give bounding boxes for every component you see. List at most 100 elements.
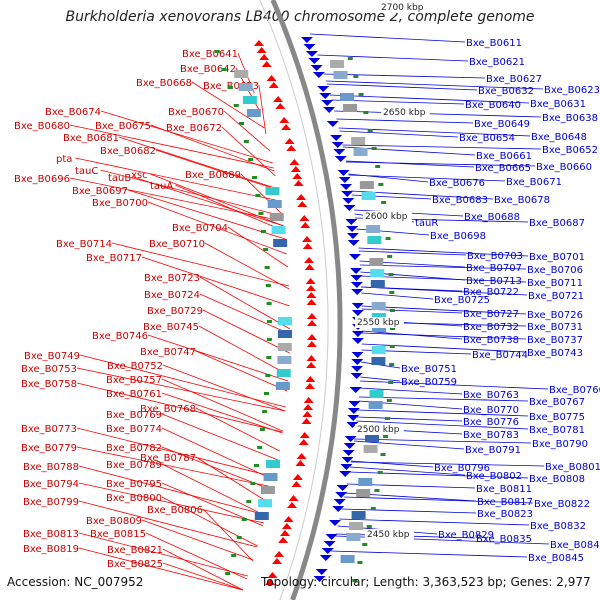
forward-strand-gene — [351, 303, 364, 309]
left-gene-connector — [118, 136, 279, 190]
reverse-strand-gene — [288, 495, 299, 501]
left-gene-connector — [150, 173, 284, 227]
left-gene-label: Bxe_B0773 — [21, 424, 77, 435]
forward-strand-gene — [319, 93, 332, 99]
left-gene-label: Bxe_B0696 — [14, 174, 70, 185]
feature-block — [257, 499, 272, 507]
left-gene-connector — [78, 500, 258, 548]
forward-strand-gene — [312, 72, 325, 78]
feature-block — [330, 60, 345, 68]
reverse-strand-gene — [281, 124, 292, 130]
reverse-strand-gene — [298, 439, 309, 445]
reverse-strand-gene — [256, 47, 267, 53]
left-gene-connector — [198, 325, 289, 376]
reverse-strand-gene — [296, 194, 307, 200]
right-gene-label: Bxe_B0631 — [530, 99, 586, 110]
forward-strand-gene — [351, 352, 364, 358]
right-gene-connector — [361, 332, 527, 340]
left-gene-label: Bxe_B0782 — [106, 443, 162, 454]
left-gene-connector — [76, 382, 283, 433]
left-gene-connector — [162, 548, 244, 591]
right-gene-label: Bxe_B0845 — [528, 553, 584, 564]
forward-strand-gene — [351, 310, 364, 316]
right-gene-connector — [336, 118, 474, 124]
forward-strand-gene — [336, 485, 349, 491]
left-gene-label: Bxe_B0704 — [172, 223, 228, 234]
tick-mark — [221, 68, 227, 71]
right-gene-label: Bxe_B0665 — [475, 163, 531, 174]
feature-block — [340, 555, 355, 563]
right-gene-label: Bxe_B0760 — [549, 385, 600, 396]
tick-mark — [266, 338, 272, 341]
tick-mark — [255, 194, 261, 197]
left-gene-connector — [147, 334, 289, 382]
reverse-strand-gene — [280, 530, 291, 536]
reverse-strand-gene — [286, 145, 297, 151]
tick-mark — [236, 536, 242, 539]
forward-strand-gene — [346, 422, 359, 428]
forward-strand-gene — [350, 275, 363, 281]
reverse-strand-gene — [267, 572, 278, 578]
tick-mark — [352, 579, 358, 582]
reverse-strand-gene — [305, 376, 316, 382]
forward-strand-gene — [347, 415, 360, 421]
right-gene-label: Bxe_B0801 — [545, 462, 600, 473]
left-gene-label: Bxe_B0675 — [95, 121, 151, 132]
left-gene-label: xsc — [131, 170, 148, 181]
reverse-strand-gene — [306, 355, 317, 361]
tick-mark — [248, 158, 254, 161]
tick-mark — [375, 165, 381, 168]
right-gene-connector — [346, 161, 536, 167]
forward-strand-gene — [339, 471, 352, 477]
left-gene-connector — [162, 562, 244, 591]
feature-block — [234, 70, 249, 78]
forward-strand-gene — [321, 100, 334, 106]
forward-strand-gene — [317, 86, 330, 92]
right-gene-label: Bxe_B0713 — [466, 276, 522, 287]
kbp-label-bg — [355, 317, 404, 328]
feature-block — [263, 473, 278, 481]
tick-mark — [389, 327, 395, 330]
right-gene-label: Bxe_B0632 — [478, 86, 534, 97]
tick-mark — [374, 489, 380, 492]
right-gene-connector — [353, 440, 465, 450]
left-gene-label: Bxe_B0745 — [143, 322, 199, 333]
right-gene-label: Bxe_B0671 — [506, 177, 562, 188]
left-gene-label: Bxe_B0774 — [106, 424, 162, 435]
feature-block — [363, 445, 378, 453]
right-gene-label: Bxe_B0767 — [529, 397, 585, 408]
tick-mark — [377, 471, 383, 474]
feature-block — [343, 104, 358, 112]
right-gene-connector — [339, 518, 530, 526]
left-gene-label: Bxe_B0670 — [168, 107, 224, 118]
left-gene-connector — [175, 184, 285, 232]
right-gene-label: Bxe_B0751 — [401, 364, 457, 375]
right-gene-connector — [356, 416, 463, 422]
kbp-scale-label: 2550 kbp — [357, 318, 400, 328]
feature-block — [371, 302, 386, 310]
right-gene-connector — [359, 264, 527, 270]
reverse-strand-gene — [306, 320, 317, 326]
forward-strand-gene — [333, 499, 346, 505]
right-gene-connector — [360, 376, 401, 382]
feature-block — [277, 330, 292, 338]
left-gene-label: Bxe_B0800 — [106, 493, 162, 504]
tick-mark — [227, 86, 233, 89]
feature-block — [260, 486, 275, 494]
reverse-strand-gene — [279, 117, 290, 123]
left-gene-label: Bxe_B0714 — [56, 239, 112, 250]
reverse-strand-gene — [304, 257, 315, 263]
left-gene-label: Bxe_B0787 — [140, 453, 196, 464]
left-gene-connector — [202, 508, 254, 562]
forward-strand-gene — [349, 387, 362, 393]
right-gene-label: Bxe_B0737 — [527, 335, 583, 346]
tick-mark — [378, 183, 384, 186]
forward-strand-gene — [303, 44, 316, 50]
left-gene-label: pta — [56, 154, 72, 165]
left-gene-label: Bxe_B0795 — [106, 479, 162, 490]
reverse-strand-gene — [304, 383, 315, 389]
left-gene-connector — [127, 189, 286, 240]
tick-mark — [381, 201, 387, 204]
forward-strand-gene — [308, 58, 321, 64]
